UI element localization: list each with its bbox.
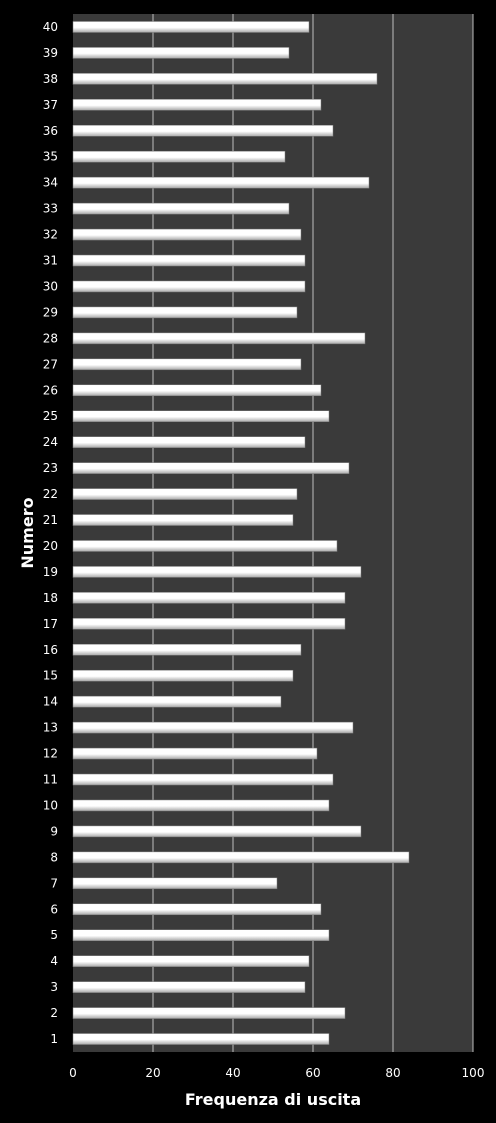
bar-27 (72, 358, 302, 371)
bar-38 (72, 73, 378, 85)
y-tick-label: 3 (50, 980, 58, 994)
x-tick-label: 100 (462, 1066, 485, 1080)
y-tick-label: 12 (43, 747, 58, 761)
x-axis-title: Frequenza di uscita (185, 1090, 361, 1109)
y-tick-label: 4 (50, 954, 58, 968)
x-tick-label: 0 (69, 1066, 77, 1080)
y-axis-title: Numero (18, 497, 37, 568)
bar-17 (72, 618, 346, 630)
bar-22 (72, 488, 298, 500)
y-tick-label: 22 (43, 487, 58, 501)
y-tick-label: 19 (43, 565, 58, 579)
y-tick-label: 13 (43, 721, 58, 735)
y-tick-label: 14 (43, 695, 58, 709)
y-tick-label: 39 (43, 46, 58, 60)
bar-25 (72, 410, 330, 422)
plot-area (73, 14, 473, 1052)
y-tick-label: 10 (43, 798, 58, 812)
y-tick-label: 2 (50, 1006, 58, 1020)
x-tick-label: 40 (225, 1066, 240, 1080)
y-tick-label: 34 (43, 176, 58, 190)
y-tick-label: 9 (50, 824, 58, 838)
y-tick-label: 1 (50, 1032, 58, 1046)
bar-26 (72, 384, 322, 397)
bar-4 (72, 955, 310, 967)
y-tick-label: 20 (43, 539, 58, 553)
bar-11 (72, 773, 334, 786)
y-tick-label: 7 (50, 876, 58, 890)
y-tick-label: 30 (43, 279, 58, 293)
bar-23 (72, 462, 350, 474)
bar-2 (72, 1007, 346, 1019)
bar-20 (72, 540, 338, 552)
y-tick-label: 11 (43, 773, 58, 787)
bar-9 (72, 825, 362, 838)
x-tick-label: 80 (385, 1066, 400, 1080)
x-tick-label: 60 (305, 1066, 320, 1080)
y-tick-label: 24 (43, 435, 58, 449)
y-tick-label: 31 (43, 254, 58, 268)
bar-36 (72, 125, 334, 137)
bar-37 (72, 99, 322, 111)
y-tick-label: 21 (43, 513, 58, 527)
bar-33 (72, 202, 290, 215)
bar-39 (72, 47, 290, 59)
y-tick-label: 15 (43, 669, 58, 683)
y-tick-label: 33 (43, 202, 58, 216)
bar-30 (72, 280, 306, 293)
y-tick-label: 32 (43, 228, 58, 242)
y-tick-label: 38 (43, 72, 58, 86)
y-tick-label: 28 (43, 331, 58, 345)
bar-6 (72, 903, 322, 916)
y-tick-label: 23 (43, 461, 58, 475)
bar-28 (72, 332, 366, 345)
bar-12 (72, 747, 318, 760)
y-tick-label: 26 (43, 383, 58, 397)
bar-40 (72, 21, 310, 33)
y-tick-label: 8 (50, 850, 58, 864)
bar-32 (72, 228, 302, 241)
bar-8 (72, 851, 410, 864)
bar-18 (72, 592, 346, 604)
bar-24 (72, 436, 306, 448)
y-tick-label: 25 (43, 409, 58, 423)
y-tick-label: 35 (43, 150, 58, 164)
x-tick-label: 20 (145, 1066, 160, 1080)
bar-34 (72, 176, 370, 189)
y-tick-label: 5 (50, 928, 58, 942)
y-tick-label: 27 (43, 357, 58, 371)
y-tick-label: 17 (43, 617, 58, 631)
bar-13 (72, 721, 354, 734)
bar-16 (72, 644, 302, 656)
bar-10 (72, 799, 330, 812)
bar-3 (72, 981, 306, 993)
y-tick-label: 37 (43, 98, 58, 112)
bar-31 (72, 254, 306, 267)
bar-29 (72, 306, 298, 319)
bar-14 (72, 695, 282, 708)
y-tick-label: 40 (43, 20, 58, 34)
bar-21 (72, 514, 294, 526)
bar-1 (72, 1033, 330, 1045)
bar-15 (72, 669, 294, 682)
y-tick-label: 16 (43, 643, 58, 657)
bar-7 (72, 877, 278, 890)
y-tick-label: 36 (43, 124, 58, 138)
bar-19 (72, 566, 362, 578)
bar-35 (72, 150, 286, 163)
y-tick-label: 18 (43, 591, 58, 605)
y-tick-label: 6 (50, 902, 58, 916)
y-tick-label: 29 (43, 305, 58, 319)
bar-5 (72, 929, 330, 941)
